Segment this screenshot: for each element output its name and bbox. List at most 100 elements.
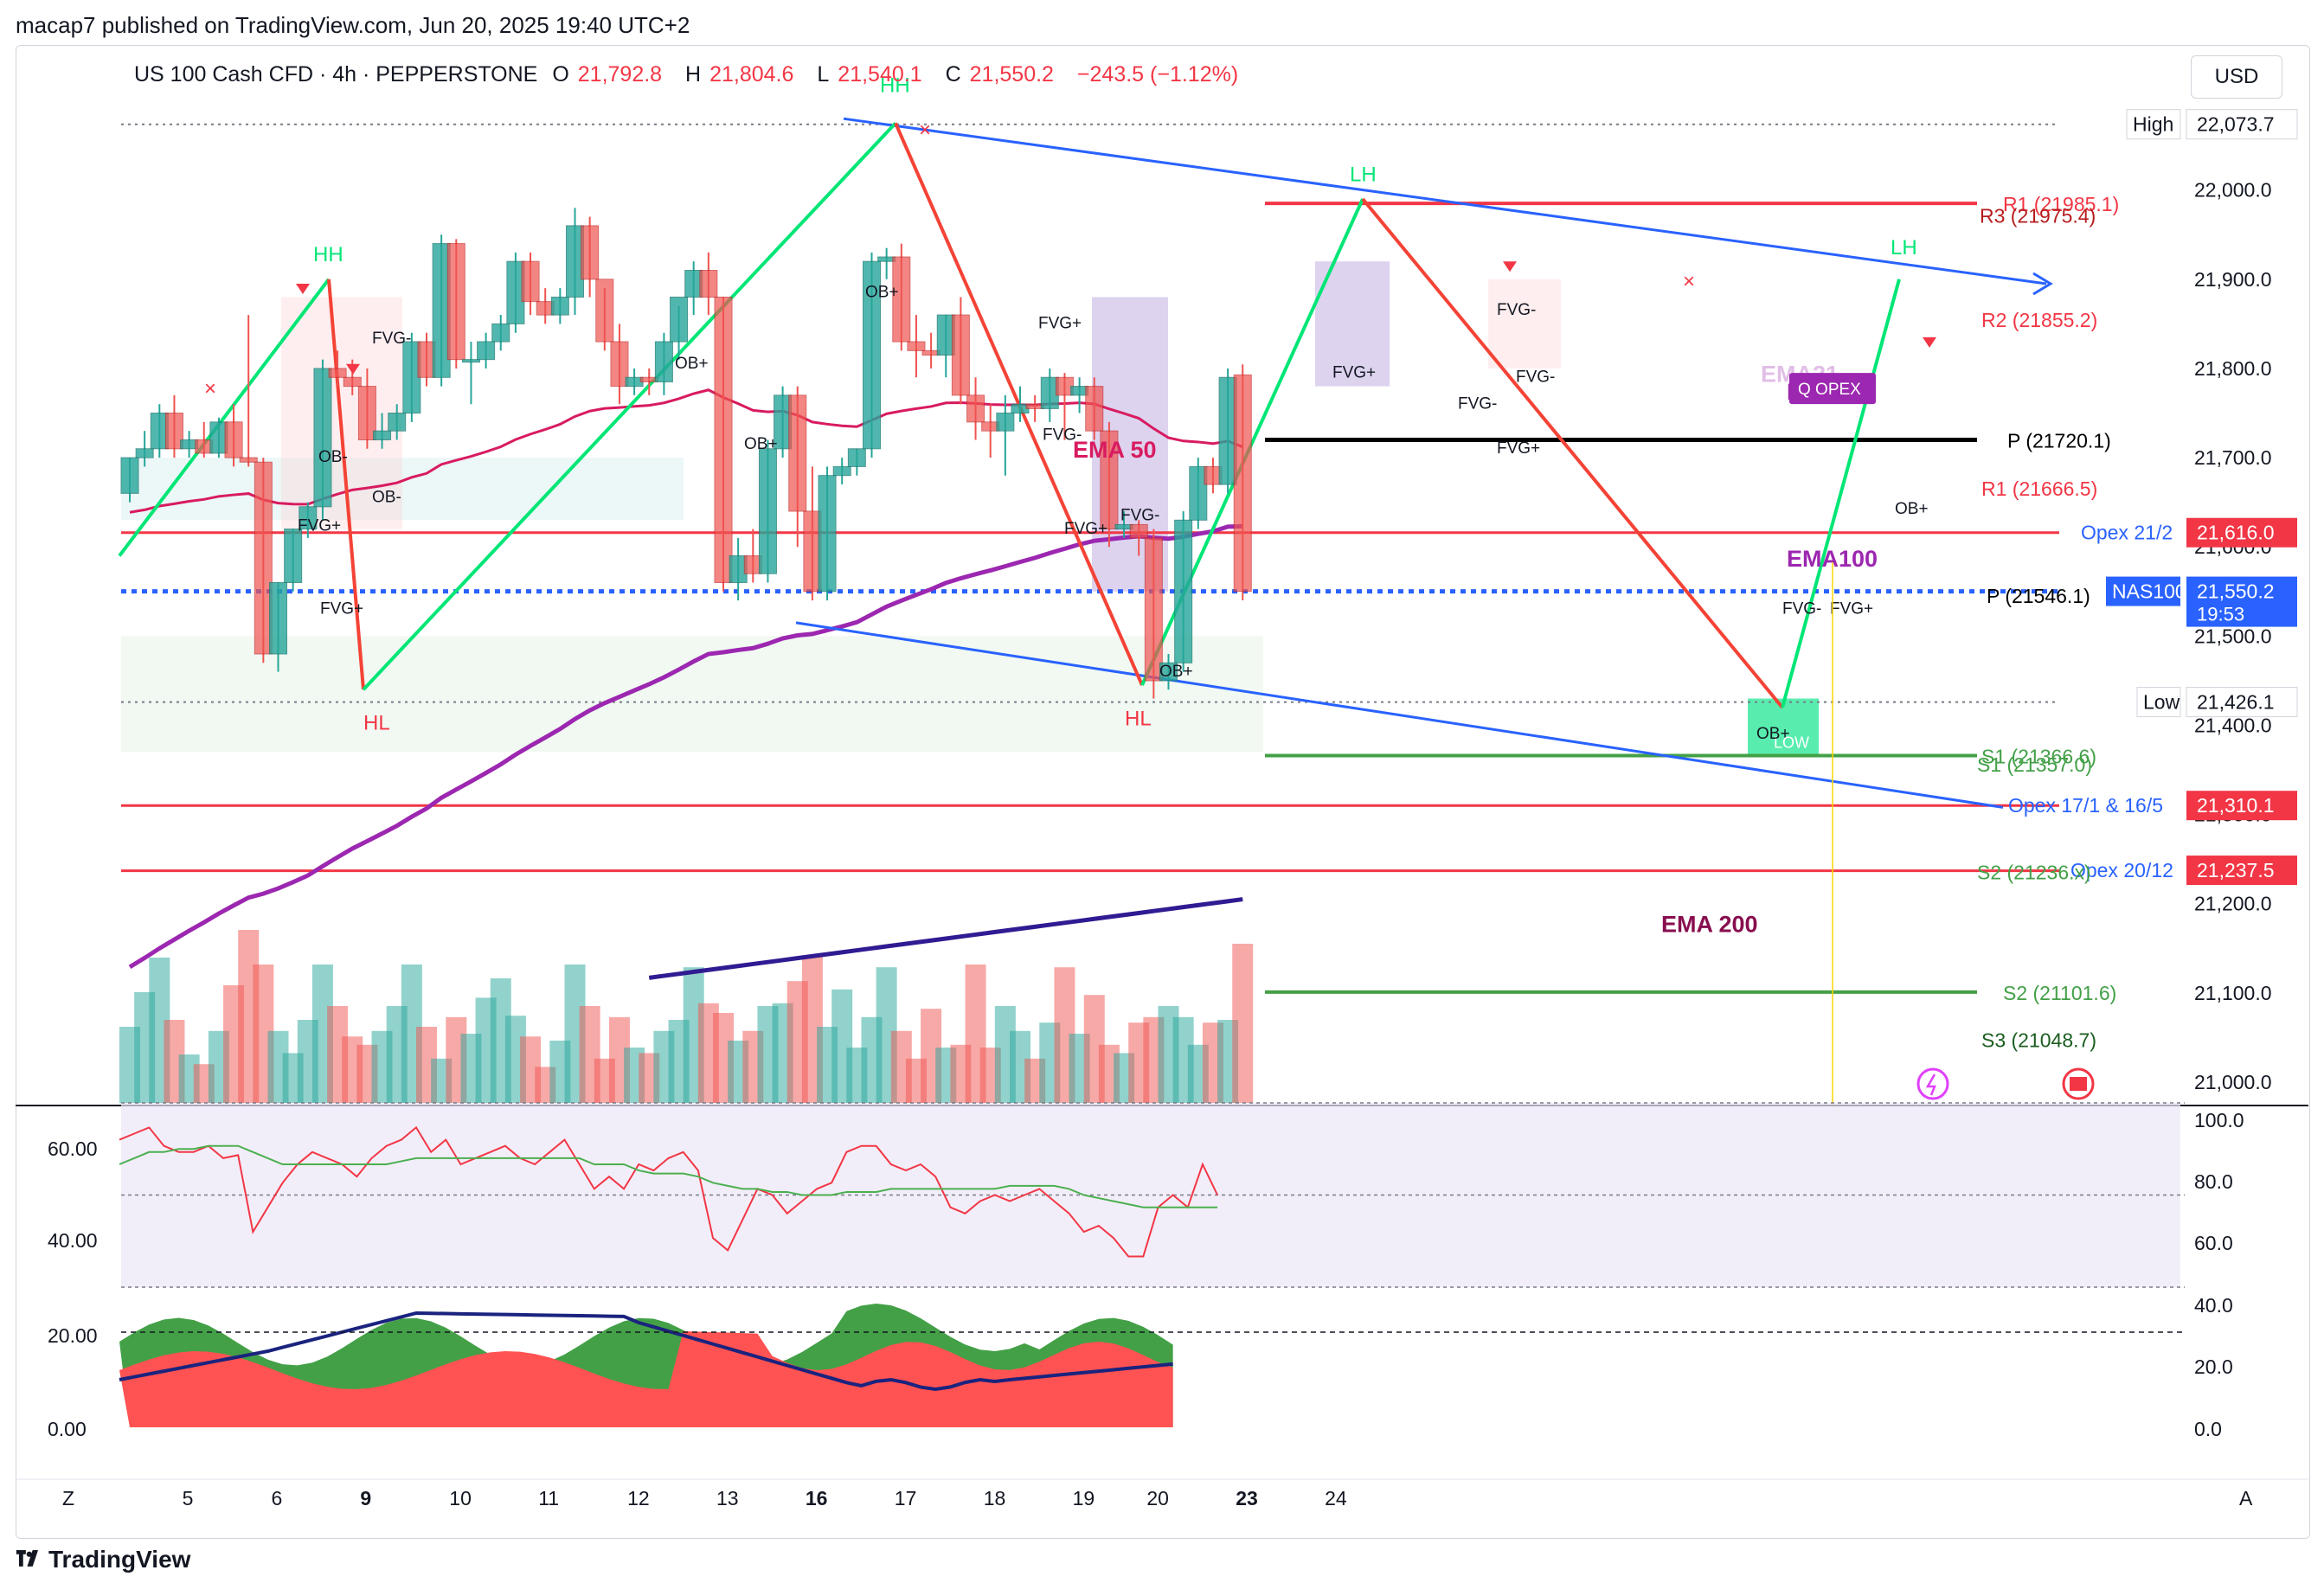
- candle-body: [254, 461, 273, 655]
- qopex-box: [1789, 373, 1876, 405]
- fvg-label: OB+: [865, 283, 899, 301]
- candle-body: [832, 465, 851, 477]
- candle-body: [1100, 430, 1119, 530]
- chart-frame[interactable]: [16, 45, 2310, 1539]
- channel-upper-line: [843, 117, 2047, 285]
- symbol-name[interactable]: US 100 Cash CFD · 4h · PEPPERSTONE: [134, 62, 538, 87]
- swing-label: HH: [880, 74, 910, 97]
- candle-body: [446, 243, 465, 361]
- price-tag-box: [2186, 791, 2297, 821]
- zigzag-line: [1781, 279, 1901, 708]
- rsi-right-tick: 100.0: [2194, 1109, 2244, 1131]
- candle-body: [1174, 519, 1193, 663]
- time-tick-label: 9: [360, 1487, 371, 1509]
- ema200-line: [648, 897, 1243, 980]
- low-zone: [1748, 698, 1819, 757]
- candle-body: [966, 394, 985, 423]
- triangle-down-marker-icon: [296, 283, 310, 294]
- candle-body: [581, 225, 600, 280]
- ema100-line: [128, 523, 1243, 970]
- candle-body: [863, 260, 881, 450]
- cross-marker-icon: ×: [204, 377, 216, 401]
- candle-body: [788, 394, 807, 512]
- candle-body: [1233, 374, 1252, 593]
- rsi-left-tick: 60.00: [48, 1138, 98, 1160]
- candle-body: [239, 457, 258, 463]
- header-bar: macap7 published on TradingView.com, Jun…: [0, 0, 2324, 52]
- price-tag-label-box: [2136, 687, 2181, 718]
- price-tick-label: 21,700.0: [2194, 446, 2272, 469]
- fvg-zone: [121, 458, 684, 521]
- candle-body: [135, 448, 154, 458]
- candle-body: [670, 296, 689, 343]
- rsi-left-tick: 40.00: [48, 1229, 98, 1252]
- level-label: P (21720.1): [2007, 429, 2111, 452]
- footer: TradingView: [16, 1538, 190, 1581]
- time-tick-label: 24: [1325, 1487, 1347, 1509]
- fvg-label: FVG-: [1782, 600, 1821, 618]
- price-tick-label: 21,000.0: [2194, 1071, 2272, 1093]
- time-tick-label: 11: [538, 1487, 559, 1509]
- publisher-info: macap7 published on TradingView.com, Jun…: [16, 12, 690, 38]
- adx-line: [119, 1311, 1173, 1392]
- zigzag-line: [362, 121, 897, 691]
- time-tick-label: A: [2239, 1487, 2253, 1509]
- candle-body: [758, 448, 777, 574]
- candle-body: [907, 341, 926, 351]
- swing-label: HL: [1125, 707, 1152, 730]
- fvg-label: OB+: [1159, 663, 1193, 681]
- candle-body: [1144, 537, 1163, 682]
- level-label: R2 (21855.2): [1981, 309, 2097, 331]
- us-flag-stripes-icon: [2070, 1077, 2087, 1091]
- close-key: C: [945, 62, 961, 87]
- supply-zone-2: [1488, 279, 1561, 369]
- swing-label: HH: [313, 243, 343, 266]
- high-label: H 21,804.6: [685, 62, 802, 87]
- time-tick-label: 13: [716, 1487, 739, 1509]
- price-tag-box: [2186, 687, 2298, 718]
- low-key: L: [817, 62, 830, 87]
- price-tag-value: 21,237.5: [2197, 859, 2275, 881]
- fvg-label: FVG-: [1516, 368, 1555, 386]
- price-tick-label: 21,800.0: [2194, 357, 2272, 380]
- candle-body: [343, 376, 362, 388]
- level-label: S2 (21236.x): [1977, 862, 2091, 884]
- high-value: 21,804.6: [709, 62, 794, 87]
- time-tick-label: Z: [62, 1487, 74, 1509]
- symbol-legend[interactable]: US 100 Cash CFD · 4h · PEPPERSTONE O 21,7…: [134, 62, 1247, 87]
- candle-body: [550, 296, 569, 316]
- candle-body: [654, 341, 673, 382]
- price-tag-value: 21,550.2: [2197, 580, 2275, 603]
- time-tick-label: 16: [806, 1487, 828, 1509]
- level-label: S1 (21366.6): [1981, 746, 2096, 768]
- fvg-label: FVG-: [1120, 506, 1159, 524]
- adx-right-tick: 0.0: [2194, 1418, 2222, 1440]
- price-tick-label: 21,400.0: [2194, 714, 2272, 736]
- candle-body: [373, 430, 392, 440]
- time-tick-label: 12: [627, 1487, 650, 1509]
- candle-body: [313, 368, 332, 508]
- price-tick-label: 21,200.0: [2194, 893, 2272, 915]
- rsi-right-tick: 40.0: [2194, 1294, 2233, 1317]
- fvg-label: FVG+: [320, 600, 363, 618]
- candle-body: [521, 260, 540, 303]
- low-zone-label: LOW: [1774, 734, 1809, 751]
- price-tick-label: 21,100.0: [2194, 982, 2272, 1004]
- price-tag-label: High: [2133, 113, 2173, 136]
- currency-button[interactable]: USD: [2191, 55, 2282, 99]
- candle-body: [269, 581, 287, 655]
- price-tag-label-box: [2106, 576, 2180, 606]
- candle-body: [477, 341, 496, 361]
- fvg-label: OB+: [1756, 725, 1790, 743]
- fvg-label: FVG-: [1043, 426, 1082, 444]
- candle-body: [491, 323, 510, 343]
- price-tag-value: 21,616.0: [2197, 522, 2275, 544]
- fvg-label: FVG+: [298, 517, 341, 535]
- fvg-label: FVG+: [1830, 600, 1873, 618]
- level-label: R1 (21666.5): [1981, 477, 2097, 500]
- fvg-label: FVG-: [372, 330, 411, 348]
- candle-body: [951, 314, 970, 396]
- fvg-label: OB+: [675, 355, 709, 373]
- candle-body: [714, 296, 733, 583]
